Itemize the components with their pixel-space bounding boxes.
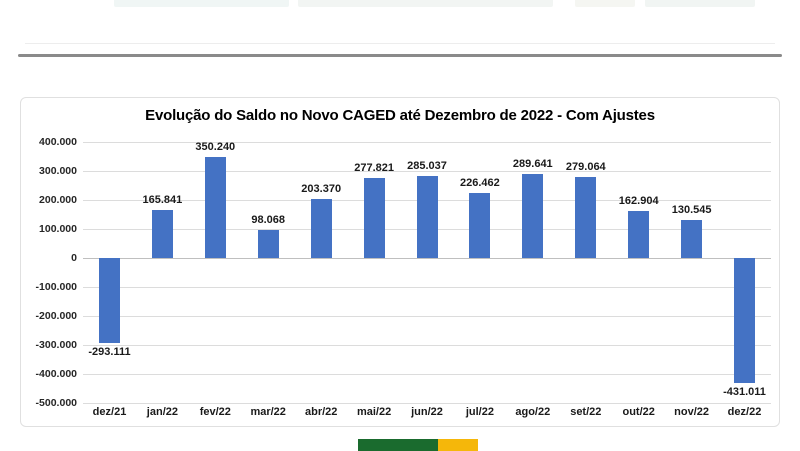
y-axis-tick-label: 200.000 <box>39 194 77 207</box>
bar-value-label: 165.841 <box>142 194 183 207</box>
bar <box>257 229 279 258</box>
gridline <box>83 142 771 144</box>
bar-value-label: 285.037 <box>407 159 447 172</box>
bar-value-label: 162.904 <box>618 194 659 207</box>
x-axis-label: ago/22 <box>515 406 551 418</box>
caged-bar-chart: Evolução do Saldo no Novo CAGED até Deze… <box>20 97 780 427</box>
bar <box>522 174 544 258</box>
bar <box>469 192 491 258</box>
bar-value-label: 203.370 <box>301 183 342 196</box>
bar-value-label: -431.011 <box>723 385 766 398</box>
y-axis-tick-label: -300.000 <box>35 338 77 351</box>
headline-fragment <box>575 0 635 7</box>
headline-fragment <box>114 0 289 7</box>
section-divider <box>18 54 782 57</box>
bar <box>628 210 650 258</box>
bar-value-label: 279.064 <box>565 161 606 174</box>
cutoff-headline-remnant <box>0 0 800 9</box>
headline-fragment <box>645 0 755 7</box>
gridline <box>83 315 771 317</box>
flag-yellow-segment <box>438 439 478 451</box>
bar <box>575 177 597 258</box>
bar <box>681 220 703 258</box>
bar <box>204 156 226 258</box>
bar-value-label: 130.545 <box>671 204 712 217</box>
x-axis-label: out/22 <box>622 406 655 418</box>
y-axis-tick-label: -500.000 <box>35 396 77 409</box>
gridline <box>83 373 771 375</box>
x-axis-label: fev/22 <box>199 406 231 418</box>
brazil-flag-logo-cutoff <box>358 439 478 451</box>
x-axis-label: abr/22 <box>304 406 338 418</box>
plot-area: 400.000 300.000 200.000 100.000 0 -100.000 -20… <box>21 98 779 426</box>
bar-value-label: 350.240 <box>195 140 236 153</box>
chart-title: Evolução do Saldo no Novo CAGED até Deze… <box>145 107 655 124</box>
bar-value-label: -293.111 <box>88 345 131 358</box>
headline-fragment <box>298 0 553 7</box>
x-axis-label: dez/21 <box>92 406 127 418</box>
x-axis-label: mai/22 <box>356 406 392 418</box>
gridline <box>83 344 771 346</box>
bar-value-label: 289.641 <box>512 158 553 171</box>
bar-value-label: 98.068 <box>251 213 286 226</box>
bar <box>310 199 332 258</box>
x-axis-label: nov/22 <box>674 406 710 418</box>
y-axis-tick-label: 0 <box>71 252 77 264</box>
gridline <box>83 286 771 288</box>
flag-green-segment <box>358 439 438 451</box>
bar <box>363 177 385 258</box>
gridline <box>83 402 771 404</box>
bar-value-label: 226.462 <box>460 176 500 189</box>
y-axis-tick-label: -100.000 <box>35 280 77 293</box>
gridline <box>83 171 771 173</box>
bar-value-label: 277.821 <box>354 161 394 174</box>
gridline <box>83 258 771 259</box>
x-axis-label: jul/22 <box>465 406 494 418</box>
x-axis-label: set/22 <box>570 406 602 418</box>
x-axis-label: jun/22 <box>411 406 443 418</box>
y-axis-tick-label: 300.000 <box>39 165 77 178</box>
x-axis-label: jan/22 <box>146 406 178 418</box>
bar <box>99 258 120 343</box>
bar <box>416 175 438 258</box>
y-axis-tick-label: -200.000 <box>35 309 77 322</box>
x-axis-label: dez/22 <box>727 406 762 418</box>
x-axis-label: mar/22 <box>250 406 286 418</box>
bar <box>734 258 755 383</box>
y-axis-tick-label: -400.000 <box>35 367 77 380</box>
faint-card-edge <box>25 43 775 44</box>
bar <box>151 210 173 258</box>
y-axis-tick-label: 100.000 <box>39 223 77 236</box>
y-axis-tick-label: 400.000 <box>39 136 77 149</box>
